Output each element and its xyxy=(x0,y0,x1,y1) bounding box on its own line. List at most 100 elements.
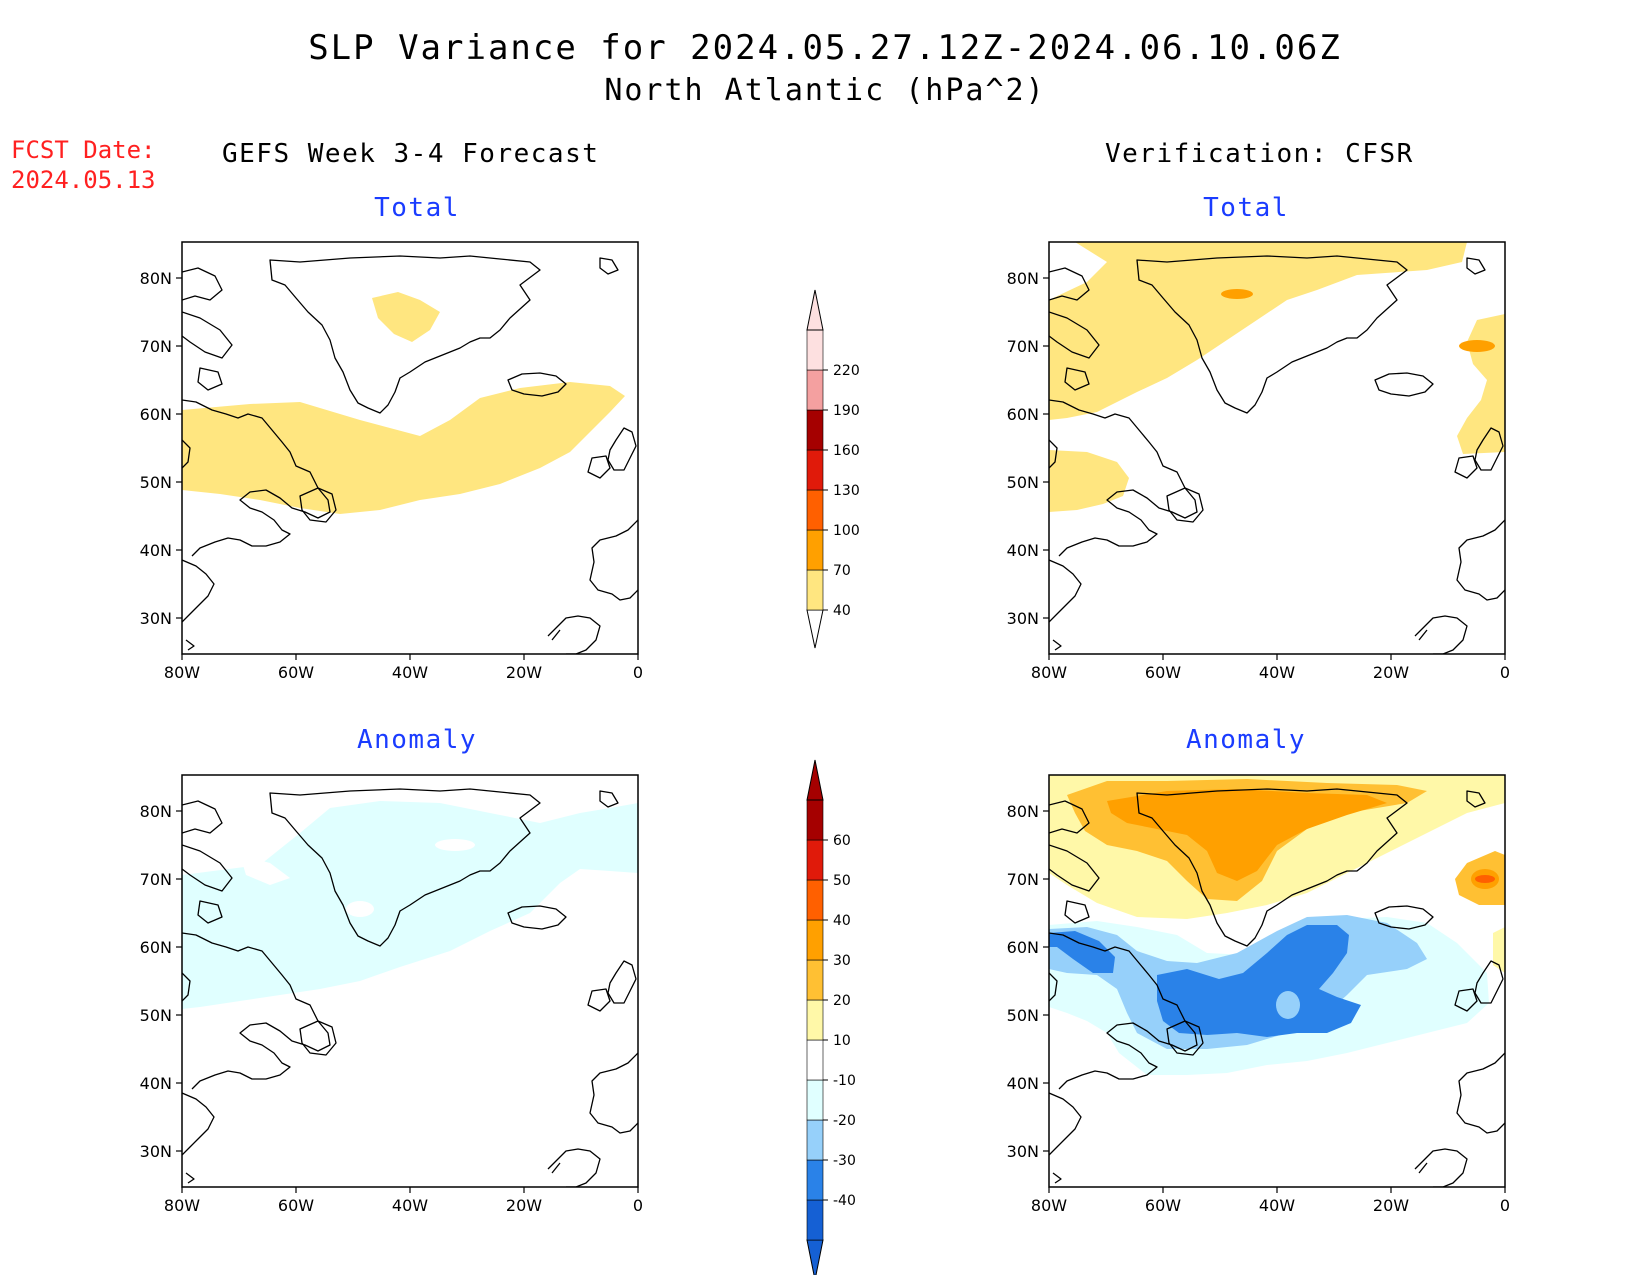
latitude-tick-label: 70N xyxy=(1007,337,1039,356)
colorbar-tick-label: 40 xyxy=(833,913,851,929)
longitude-tick-label: 80W xyxy=(1031,663,1067,682)
colorbar-swatch xyxy=(806,1199,824,1241)
chart-title: SLP Variance for 2024.05.27.12Z-2024.06.… xyxy=(308,28,1342,68)
colorbar-swatch xyxy=(806,919,824,961)
colorbar-tick-label: 220 xyxy=(833,363,860,379)
latitude-tick-label: 70N xyxy=(140,337,172,356)
panel-gefs-total xyxy=(181,241,639,655)
colorbar-swatch xyxy=(806,569,824,611)
total-70-shading xyxy=(1221,289,1253,299)
colorbar-swatch xyxy=(806,799,824,841)
latitude-tick-label: 80N xyxy=(1007,269,1039,288)
longitude-tick-label: 60W xyxy=(278,1196,314,1215)
verification-column-header: Verification: CFSR xyxy=(1105,139,1414,169)
colorbar-swatch xyxy=(806,409,824,451)
latitude-tick-label: 50N xyxy=(1007,1006,1039,1025)
latitude-tick-label: 70N xyxy=(1007,870,1039,889)
colorbar-tick-label: 130 xyxy=(833,483,860,499)
colorbar-upper-extension xyxy=(806,759,824,801)
longitude-tick-label: 40W xyxy=(392,1196,428,1215)
forecast-column-header: GEFS Week 3-4 Forecast xyxy=(222,139,600,169)
latitude-tick-label: 30N xyxy=(140,609,172,628)
latitude-tick-label: 60N xyxy=(140,405,172,424)
colorbar-tick-label: -20 xyxy=(833,1113,856,1129)
colorbar-swatch xyxy=(806,449,824,491)
panel-gefs-anomaly xyxy=(181,774,639,1188)
latitude-tick-label: 40N xyxy=(1007,1074,1039,1093)
longitude-tick-label: 20W xyxy=(1373,1196,1409,1215)
anomaly-colorbar: -40 -30 -20 -10 10 20 30 40 50 60 xyxy=(806,759,856,1275)
anomaly-30-shading xyxy=(1107,789,1387,881)
colorbar-swatch xyxy=(806,1079,824,1121)
longitude-tick-label: 60W xyxy=(1145,663,1181,682)
colorbar-tick-label: 40 xyxy=(833,603,851,619)
latitude-tick-label: 30N xyxy=(140,1142,172,1161)
total-70-shading xyxy=(1459,340,1495,352)
colorbar-tick-label: -10 xyxy=(833,1073,856,1089)
total-40-shading xyxy=(182,382,625,514)
forecast-date-label: FCST Date: xyxy=(11,136,156,164)
colorbar-tick-label: 50 xyxy=(833,873,851,889)
colorbar-tick-label: 60 xyxy=(833,833,851,849)
longitude-tick-label: 40W xyxy=(1259,1196,1295,1215)
longitude-tick-label: 60W xyxy=(278,663,314,682)
colorbar-swatch xyxy=(806,529,824,571)
latitude-tick-label: 30N xyxy=(1007,609,1039,628)
colorbar-tick-label: 160 xyxy=(833,443,860,459)
anomaly-minus30-shading xyxy=(1157,925,1361,1037)
latitude-tick-label: 70N xyxy=(140,870,172,889)
colorbar-tick-label: 70 xyxy=(833,563,851,579)
anomaly-minus30-shading xyxy=(1049,931,1115,973)
anomaly-40-shading xyxy=(1475,875,1495,883)
colorbar-tick-label: 30 xyxy=(833,953,851,969)
latitude-tick-label: 80N xyxy=(140,802,172,821)
colorbar-tick-label: 10 xyxy=(833,1033,851,1049)
latitude-tick-label: 50N xyxy=(1007,473,1039,492)
total-40-shading xyxy=(1457,314,1505,454)
anomaly-10-shading xyxy=(1493,927,1505,973)
latitude-tick-label: 80N xyxy=(140,269,172,288)
colorbar-tick-label: -40 xyxy=(833,1193,856,1209)
chart-subtitle: North Atlantic (hPa^2) xyxy=(604,73,1046,108)
panel-subtitle-bottom-left: Anomaly xyxy=(356,725,478,755)
longitude-tick-label: 20W xyxy=(506,663,542,682)
latitude-tick-label: 50N xyxy=(140,473,172,492)
anomaly-neutral-gap xyxy=(435,839,475,851)
colorbar-tick-label: 20 xyxy=(833,993,851,1009)
colorbar-swatch xyxy=(806,489,824,531)
colorbar-swatch xyxy=(806,879,824,921)
latitude-tick-label: 40N xyxy=(140,541,172,560)
longitude-tick-label: 80W xyxy=(1031,1196,1067,1215)
panel-subtitle-bottom-right: Anomaly xyxy=(1185,725,1307,755)
colorbar-swatch xyxy=(806,1119,824,1161)
latitude-tick-label: 60N xyxy=(1007,938,1039,957)
colorbar-lower-extension xyxy=(806,609,824,649)
colorbar-swatch xyxy=(806,999,824,1041)
forecast-date-value: 2024.05.13 xyxy=(11,166,156,194)
colorbar-swatch xyxy=(806,839,824,881)
latitude-tick-label: 40N xyxy=(140,1074,172,1093)
longitude-tick-label: 40W xyxy=(392,663,428,682)
anomaly-neutral-gap xyxy=(346,901,374,917)
latitude-tick-label: 60N xyxy=(1007,405,1039,424)
panel-cfsr-total xyxy=(1048,241,1506,655)
longitude-tick-label: 80W xyxy=(164,663,200,682)
colorbar-upper-extension xyxy=(806,289,824,331)
longitude-tick-label: 0 xyxy=(1500,1196,1510,1215)
longitude-tick-label: 60W xyxy=(1145,1196,1181,1215)
colorbar-swatch xyxy=(806,369,824,411)
colorbar-lower-extension xyxy=(806,1239,824,1275)
longitude-tick-label: 0 xyxy=(633,663,643,682)
longitude-tick-label: 0 xyxy=(1500,663,1510,682)
total-colorbar: 40 70 100 130 160 190 220 xyxy=(806,289,860,649)
panel-subtitle-top-left: Total xyxy=(374,193,460,223)
colorbar-swatch xyxy=(806,959,824,1001)
colorbar-tick-label: 100 xyxy=(833,523,860,539)
latitude-tick-label: 40N xyxy=(1007,541,1039,560)
longitude-tick-label: 80W xyxy=(164,1196,200,1215)
colorbar-swatch xyxy=(806,1039,824,1081)
longitude-tick-label: 0 xyxy=(633,1196,643,1215)
anomaly-neutral-gap xyxy=(240,855,290,885)
longitude-tick-label: 20W xyxy=(506,1196,542,1215)
